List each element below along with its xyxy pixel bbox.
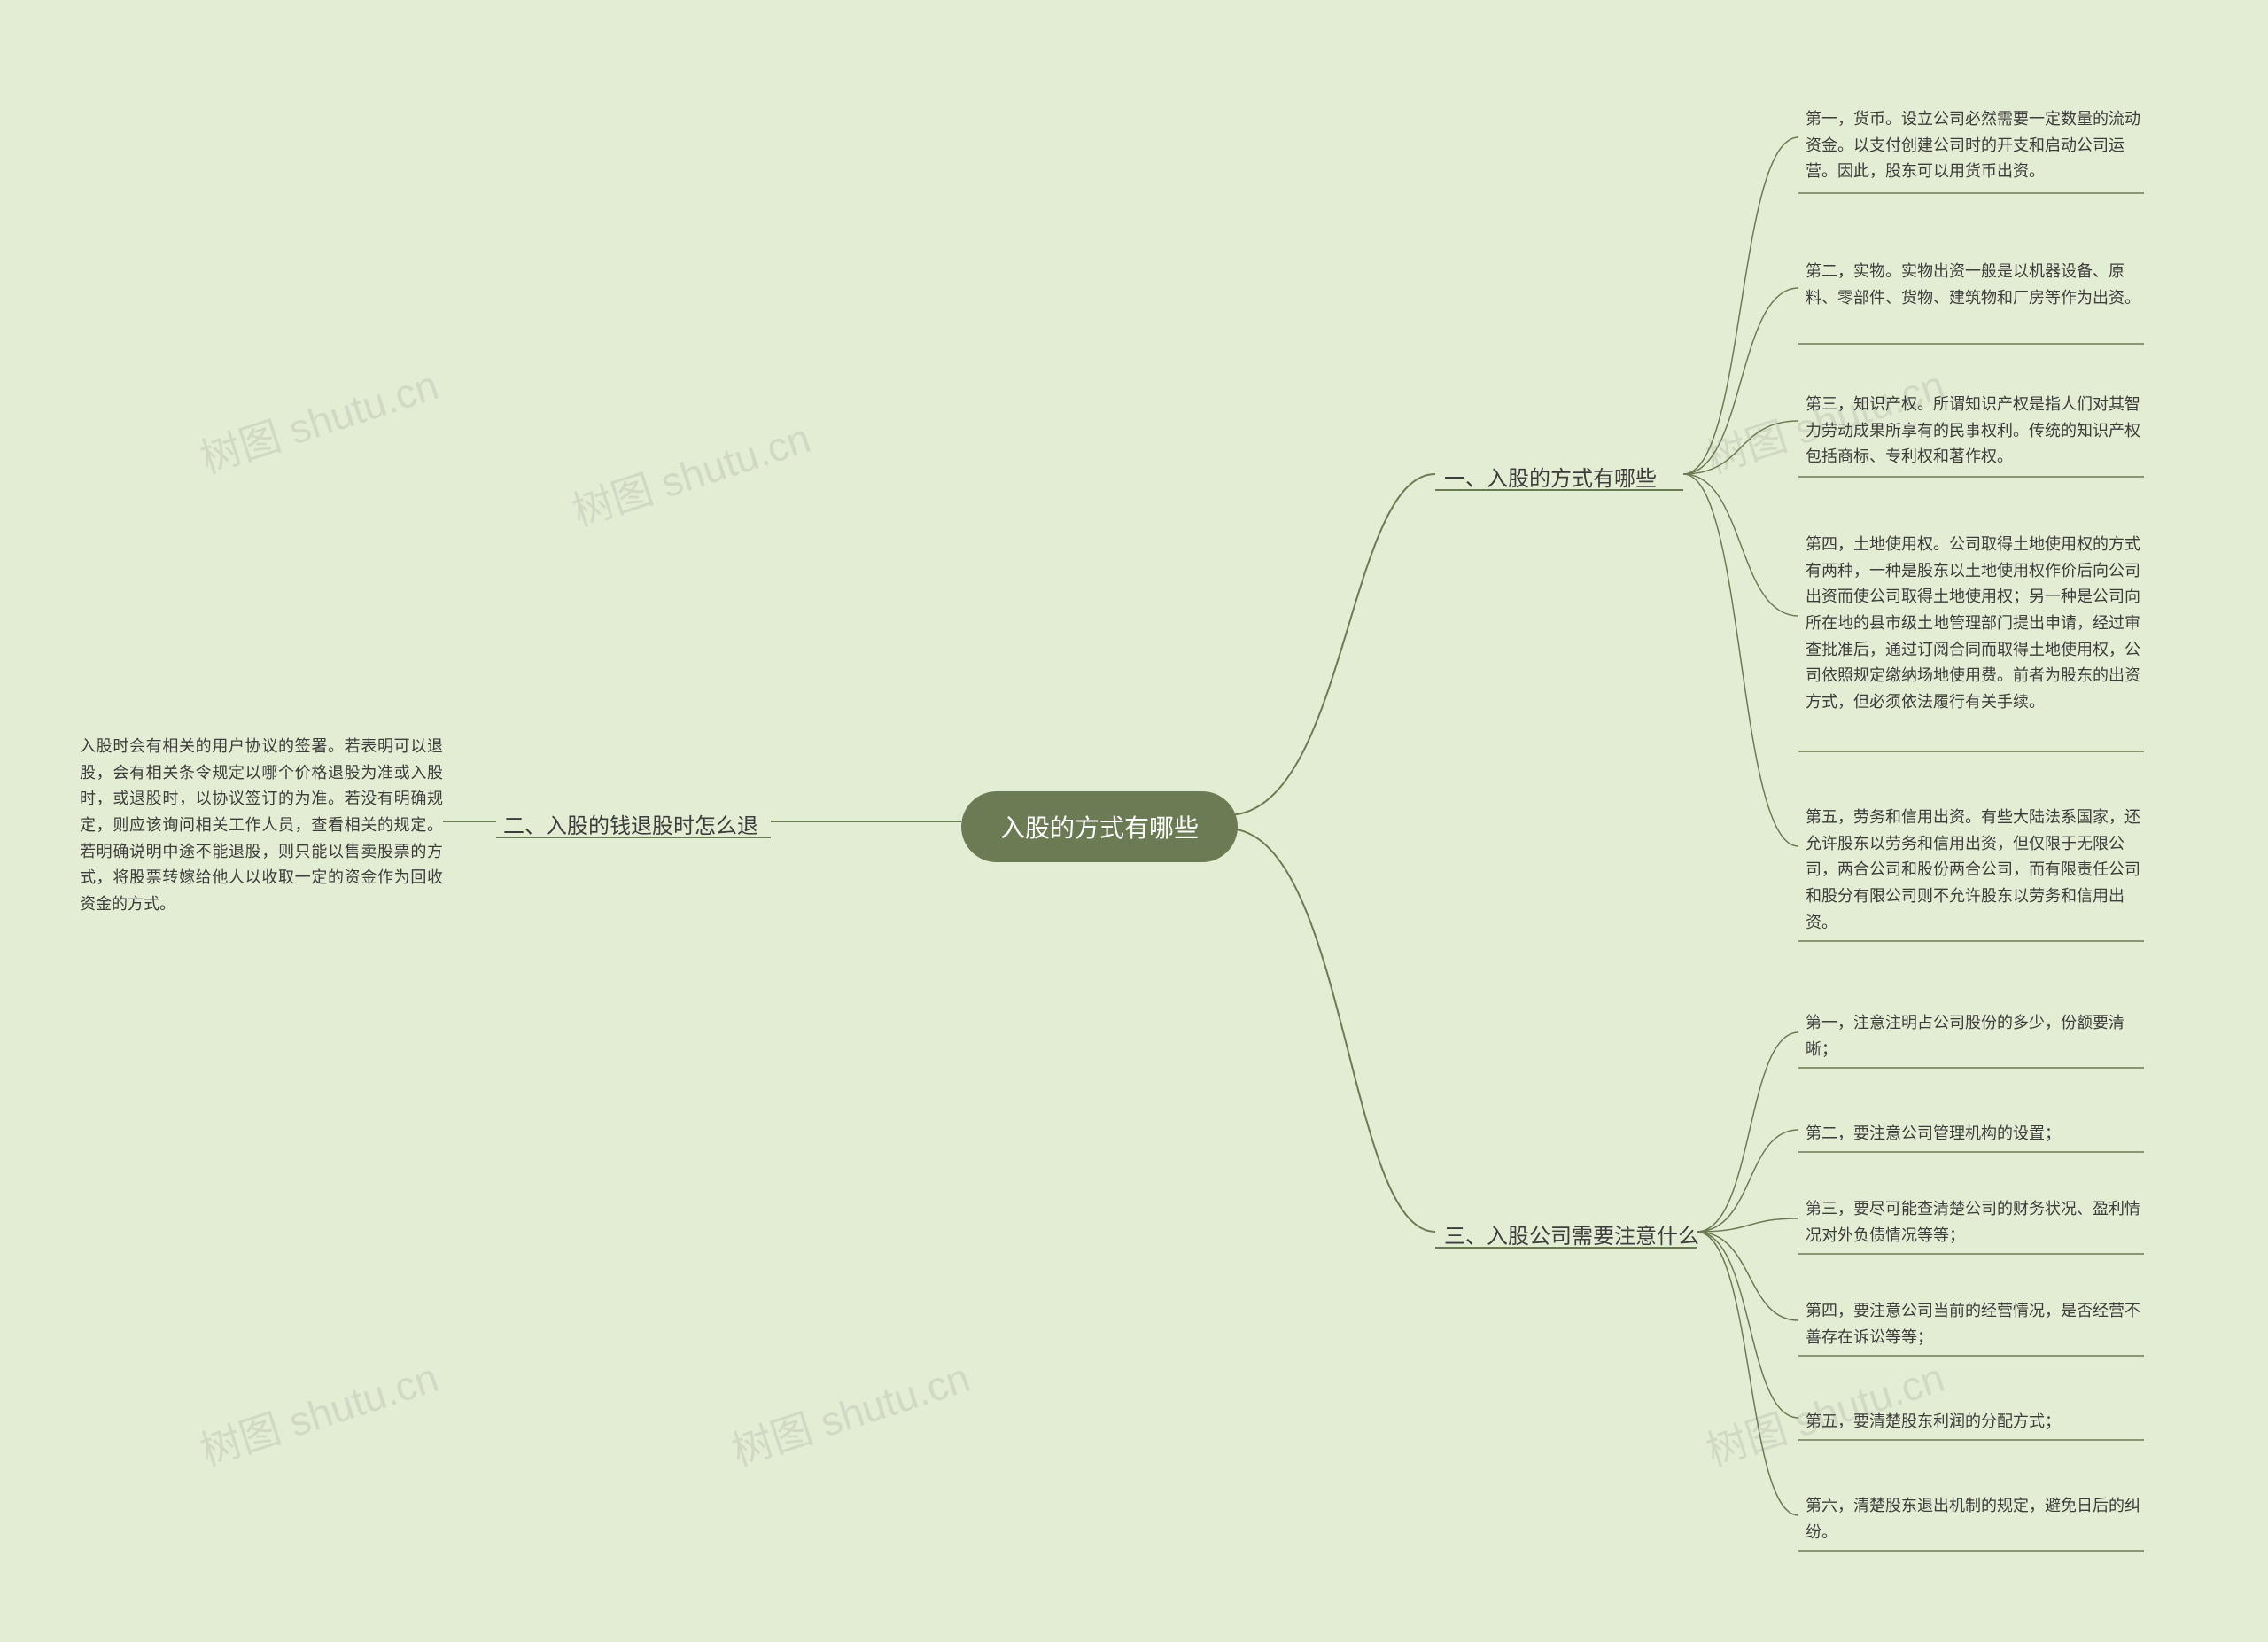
branch-3-leaf: 第一，注意注明占公司股份的多少，份额要清晰； <box>1806 1010 2142 1062</box>
branch-3-leaf: 第五，要清楚股东利润的分配方式； <box>1806 1409 2142 1436</box>
watermark: 树图 shutu.cn <box>192 1346 445 1478</box>
watermark: 树图 shutu.cn <box>724 1346 976 1478</box>
center-node: 入股的方式有哪些 <box>961 791 1238 862</box>
branch-1-leaf: 第二，实物。实物出资一般是以机器设备、原料、零部件、货物、建筑物和厂房等作为出资… <box>1806 259 2142 311</box>
branch-1-leaf: 第五，劳务和信用出资。有些大陆法系国家，还允许股东以劳务和信用出资，但仅限于无限… <box>1806 805 2142 936</box>
branch-3-leaf: 第六，清楚股东退出机制的规定，避免日后的纠纷。 <box>1806 1493 2142 1545</box>
branch-1-leaf: 第一，货币。设立公司必然需要一定数量的流动资金。以支付创建公司时的开支和启动公司… <box>1806 106 2142 185</box>
watermark: 树图 shutu.cn <box>564 407 817 539</box>
branch-1-leaf: 第三，知识产权。所谓知识产权是指人们对其智力劳动成果所享有的民事权利。传统的知识… <box>1806 392 2142 471</box>
branch-left-title: 二、入股的钱退股时怎么退 <box>503 808 758 839</box>
branch-left-leaf: 入股时会有相关的用户协议的签署。若表明可以退股，会有相关条令规定以哪个价格退股为… <box>80 734 443 918</box>
watermark: 树图 shutu.cn <box>192 354 445 486</box>
branch-3-leaf: 第三，要尽可能查清楚公司的财务状况、盈利情况对外负债情况等等； <box>1806 1196 2142 1249</box>
branch-3-leaf: 第四，要注意公司当前的经营情况，是否经营不善存在诉讼等等； <box>1806 1298 2142 1350</box>
branch-3-leaf: 第二，要注意公司管理机构的设置； <box>1806 1121 2142 1148</box>
branch-3-title: 三、入股公司需要注意什么 <box>1444 1218 1699 1249</box>
branch-1-title: 一、入股的方式有哪些 <box>1444 461 1657 492</box>
branch-1-leaf: 第四，土地使用权。公司取得土地使用权的方式有两种，一种是股东以土地使用权作价后向… <box>1806 532 2142 716</box>
